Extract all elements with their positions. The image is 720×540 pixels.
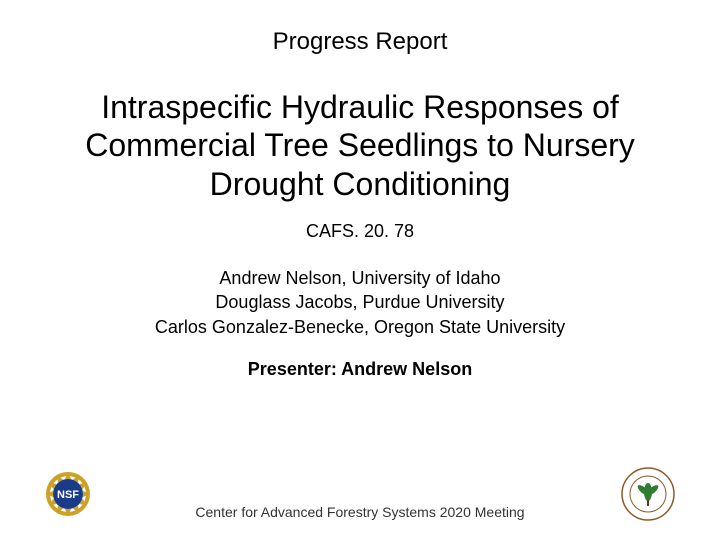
presenter-label: Presenter: Andrew Nelson	[248, 359, 472, 380]
project-id: CAFS. 20. 78	[306, 221, 414, 242]
footer-text: Center for Advanced Forestry Systems 202…	[195, 504, 524, 520]
authors-block: Andrew Nelson, University of Idaho Dougl…	[155, 266, 565, 339]
author-line: Douglass Jacobs, Purdue University	[155, 290, 565, 314]
author-line: Andrew Nelson, University of Idaho	[155, 266, 565, 290]
svg-text:NSF: NSF	[57, 489, 79, 501]
slide-title: Intraspecific Hydraulic Responses of Com…	[24, 88, 696, 203]
slide-page: Progress Report Intraspecific Hydraulic …	[0, 0, 720, 540]
footer: Center for Advanced Forestry Systems 202…	[0, 504, 720, 520]
report-label: Progress Report	[273, 28, 448, 56]
author-line: Carlos Gonzalez-Benecke, Oregon State Un…	[155, 315, 565, 339]
